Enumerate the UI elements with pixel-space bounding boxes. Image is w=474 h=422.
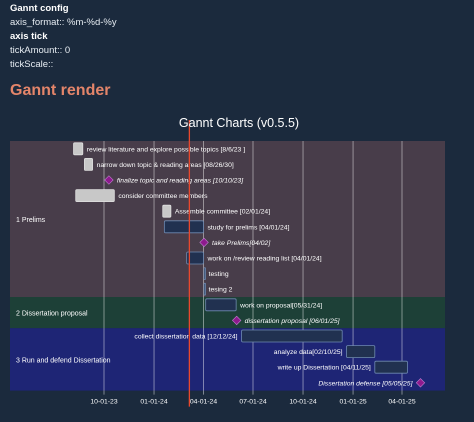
task-bar[interactable]: [84, 157, 93, 171]
config-axis-format: axis_format:: %m-%d-%y: [10, 17, 117, 28]
task-bar[interactable]: [163, 220, 204, 234]
section-label: 1 Prelims: [16, 217, 46, 224]
task-bar[interactable]: [203, 267, 206, 281]
task-label: collect dissertation data [12/12/24]: [134, 334, 237, 341]
section-band: [10, 141, 445, 297]
task-label: dissertation proposal [06/01/25]: [245, 318, 341, 325]
task-bar[interactable]: [75, 189, 115, 203]
axis-tick-label: 04-01-25: [388, 399, 415, 406]
gantt-render-heading: Gannt render: [10, 82, 111, 99]
task-label: narrow down topic & reading areas [08/26…: [97, 162, 234, 169]
task-label: analyze data[02/10/25]: [274, 349, 343, 356]
task-bar[interactable]: [241, 329, 343, 343]
axis-tick-label: 04-01-24: [190, 399, 217, 406]
task-bar[interactable]: [346, 345, 376, 359]
task-label: work on /review reading list [04/01/24]: [207, 256, 322, 263]
axis-tick-label: 01-01-24: [140, 399, 167, 406]
section-label: 3 Run and defend Dissertation: [16, 357, 111, 364]
task-label: study for prelims [04/01/24]: [208, 224, 290, 231]
config-axis-tick-heading: axis tick: [10, 31, 48, 42]
axis-tick-label: 07-01-24: [239, 399, 266, 406]
task-label: finalize topic and reading areas [10/10/…: [117, 178, 244, 185]
task-label: tesing 2: [209, 287, 233, 294]
milestone-marker[interactable]: [104, 175, 114, 185]
task-bar[interactable]: [186, 251, 204, 265]
config-tick-amount: tickAmount:: 0: [10, 45, 71, 56]
milestone-marker[interactable]: [199, 237, 209, 248]
task-bar[interactable]: [162, 204, 172, 218]
task-label: write up Dissertation [04/11/25]: [277, 365, 371, 372]
task-bar[interactable]: [205, 298, 237, 312]
axis-tick-label: 10-01-23: [90, 399, 117, 406]
section-band: [10, 328, 445, 391]
section-label: 2 Dissertation proposal: [16, 311, 88, 318]
task-label: testing: [209, 271, 229, 278]
task-label: take Prelims[04/02]: [212, 240, 271, 247]
task-bar[interactable]: [203, 282, 206, 296]
gantt-title: Gannt Charts (v0.5.5): [179, 116, 299, 130]
task-label: consider committee members: [118, 193, 208, 200]
milestone-marker[interactable]: [415, 378, 426, 388]
axis-tick-label: 10-01-24: [289, 399, 316, 406]
task-label: work on proposal[05/31/24]: [239, 302, 322, 309]
axis-tick-label: 01-01-25: [339, 399, 366, 406]
task-bar[interactable]: [374, 360, 408, 374]
config-heading: Gannt config: [10, 3, 69, 14]
task-label: Assemble committee [02/01/24]: [175, 209, 270, 216]
task-label: Dissertation defense [05/05/25]: [318, 380, 413, 387]
task-bar[interactable]: [73, 142, 84, 156]
config-tick-scale: tickScale::: [10, 59, 54, 70]
milestone-marker[interactable]: [232, 315, 242, 326]
task-label: review literature and explore possible t…: [87, 146, 245, 153]
